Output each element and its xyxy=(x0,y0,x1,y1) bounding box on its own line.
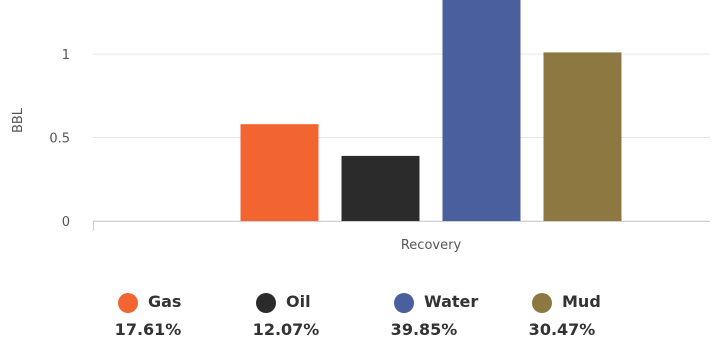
y-tick-label: 1 xyxy=(62,48,70,63)
legend-label: Gas xyxy=(148,292,182,311)
legend-percent: 39.85% xyxy=(390,320,458,339)
legend-percent: 30.47% xyxy=(528,320,596,339)
y-tick-label: 0.5 xyxy=(49,132,70,147)
legend-marker xyxy=(256,293,276,313)
legend-item-gas[interactable]: Gas 17.61% xyxy=(110,290,240,340)
legend: Gas 17.61% Oil 12.07% Water 39.85% Mud 30.47% xyxy=(110,290,710,340)
legend-label: Water xyxy=(424,292,479,311)
legend-marker xyxy=(394,293,414,313)
legend-item-mud[interactable]: Mud 30.47% xyxy=(524,290,654,340)
legend-marker xyxy=(118,293,138,313)
bars xyxy=(240,0,622,222)
legend-percent: 17.61% xyxy=(114,320,182,339)
bar-gas xyxy=(240,124,319,221)
legend-item-water[interactable]: Water 39.85% xyxy=(386,290,516,340)
y-tick-label: 0 xyxy=(62,215,70,230)
bar-water xyxy=(442,0,521,221)
legend-item-oil[interactable]: Oil 12.07% xyxy=(248,290,378,340)
legend-label: Oil xyxy=(286,292,311,311)
bar-mud xyxy=(543,52,622,222)
x-tick-label: Recovery xyxy=(401,238,462,253)
legend-label: Mud xyxy=(562,292,601,311)
bar-chart: 0 0.5 1 BBL Recovery xyxy=(11,0,710,253)
bar-oil xyxy=(341,155,420,221)
legend-marker xyxy=(532,293,552,313)
legend-percent: 12.07% xyxy=(252,320,320,339)
axes: 0 0.5 1 BBL Recovery xyxy=(11,48,710,253)
y-axis-title: BBL xyxy=(11,107,26,133)
